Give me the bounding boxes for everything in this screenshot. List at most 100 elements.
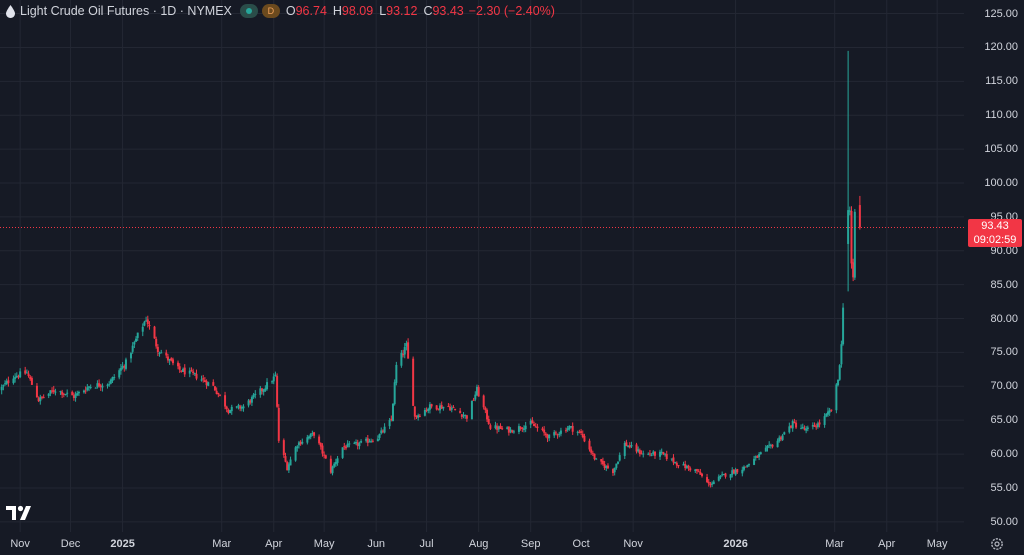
candle-body [706, 477, 709, 483]
candle-body [776, 440, 779, 448]
candle-body [689, 468, 692, 471]
candle-body [376, 438, 379, 442]
candle-body [617, 461, 620, 464]
candle-body [753, 458, 756, 465]
candle-body [677, 465, 680, 467]
candle-body [606, 465, 609, 469]
candle-body [289, 459, 292, 466]
candle-body [319, 443, 322, 447]
candle-body [521, 427, 524, 429]
price-axis[interactable]: 50.00 55.00 60.00 65.00 70.00 75.00 80.00 85.00… [964, 0, 1024, 532]
candle-body [207, 382, 210, 386]
candle-body [171, 359, 174, 364]
candle-body [51, 390, 54, 392]
candle-body [286, 462, 289, 471]
candle-body [249, 400, 252, 403]
y-tick-label: 85.00 [990, 278, 1018, 291]
candle-body [570, 426, 573, 428]
candle-body [371, 440, 374, 442]
candle-body [697, 471, 700, 473]
candle-body [309, 433, 312, 438]
candle-body [188, 370, 191, 374]
candle-body [712, 481, 715, 485]
candle-body [119, 368, 122, 371]
y-tick-label: 75.00 [990, 346, 1018, 359]
x-tick-label: Nov [623, 538, 643, 550]
candle-body [475, 386, 478, 395]
instrument-title[interactable]: Light Crude Oil Futures · 1D · NYMEX [20, 4, 232, 18]
candle-body [86, 387, 89, 391]
candle-body [129, 353, 132, 359]
candle-body [650, 454, 653, 456]
x-tick-label: Mar [212, 538, 232, 550]
candle-body [111, 377, 114, 381]
y-tick-label: 90.00 [990, 244, 1018, 257]
candle-body [52, 390, 55, 393]
candle-body [203, 380, 206, 382]
candle-body [554, 432, 557, 434]
price-chart-plot[interactable] [0, 0, 964, 532]
candle-body [108, 384, 111, 386]
candle-body [711, 483, 714, 485]
delayed-data-badge[interactable]: D [261, 4, 280, 18]
candle-body [543, 429, 546, 433]
candle-body [566, 428, 569, 431]
candle-body [850, 210, 853, 264]
candle-body [484, 407, 487, 411]
candle-body [395, 364, 398, 383]
candle-body [262, 389, 265, 393]
candle-body [811, 425, 814, 427]
candle-body [430, 404, 433, 407]
market-status-badge[interactable] [239, 4, 258, 18]
candle-body [558, 433, 561, 435]
candle-body [62, 393, 65, 395]
candle-body [531, 420, 534, 424]
candle-body [346, 443, 349, 448]
candle-body [252, 394, 255, 398]
x-tick-label: 2025 [110, 538, 135, 550]
candle-body [334, 462, 337, 465]
candle-body [783, 432, 786, 435]
candle-body [124, 359, 127, 369]
candle-body [72, 395, 75, 398]
candle-body [642, 453, 645, 455]
close-label: C [423, 4, 433, 18]
candle-body [664, 453, 667, 455]
y-tick-label: 100.00 [984, 176, 1018, 189]
y-tick-label: 125.00 [984, 7, 1018, 20]
candle-body [497, 426, 500, 430]
candle-body [311, 433, 314, 435]
candle-body [435, 405, 438, 410]
candle-body [423, 410, 426, 416]
market-open-icon [245, 8, 252, 14]
candle-body [329, 458, 332, 473]
candle-body [795, 422, 798, 428]
candle-body [388, 420, 391, 427]
gear-icon[interactable] [990, 537, 1004, 551]
time-axis[interactable]: Nov Dec 2025 Mar Apr May Jun Jul Aug Sep Oct Nov 202… [0, 532, 964, 555]
x-tick-label: Apr [878, 538, 896, 550]
candle-body [734, 469, 737, 475]
candle-body [744, 466, 747, 468]
candle-body [511, 430, 514, 433]
candle-body [14, 377, 17, 379]
candle-body [580, 431, 583, 433]
candle-body [64, 393, 67, 395]
candle-body [59, 391, 62, 393]
candle-body [638, 450, 641, 454]
candle-body [118, 370, 121, 378]
low-value: 93.12 [386, 4, 418, 18]
candle-body [113, 377, 116, 379]
candle-body [336, 458, 339, 463]
candle-body [494, 425, 497, 429]
candle-body [39, 396, 42, 402]
candle-body [813, 425, 816, 427]
candle-body [193, 372, 196, 374]
candle-body [674, 461, 677, 464]
candle-body [618, 455, 621, 461]
candle-body [5, 381, 8, 385]
candle-body [613, 467, 616, 473]
candle-body [694, 469, 697, 472]
candle-body [403, 347, 406, 355]
tradingview-logo-icon[interactable] [6, 504, 36, 522]
